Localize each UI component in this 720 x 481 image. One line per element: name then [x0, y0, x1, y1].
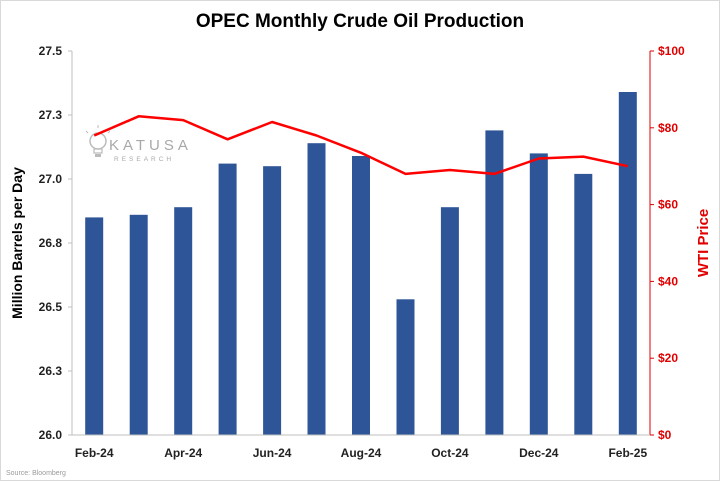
katusa-logo: KATUSA RESEARCH	[85, 125, 192, 163]
logo-sub: RESEARCH	[114, 156, 174, 163]
bar-apr-24	[174, 207, 193, 435]
bar-may-24	[218, 163, 237, 435]
y2-tick-label: $40	[658, 274, 678, 288]
y2-tick-label: $100	[658, 44, 685, 58]
y2-tick-label: $80	[658, 121, 678, 135]
bar-oct-24	[440, 207, 459, 435]
y-tick-label: 26.3	[39, 364, 63, 378]
y-tick-label: 27.5	[39, 44, 63, 58]
bar-aug-24	[352, 156, 370, 435]
y-tick-label: 26.5	[39, 300, 63, 314]
x-tick-label: Jun-24	[253, 446, 292, 460]
line-series	[93, 115, 629, 176]
bar-jun-24	[263, 166, 282, 435]
bar-series	[85, 92, 637, 435]
x-tick-label: Apr-24	[164, 446, 202, 460]
y2-tick-label: $20	[658, 351, 678, 365]
bar-jan-25	[574, 173, 593, 435]
bar-feb-24	[85, 217, 104, 435]
y2-tick-label: $60	[658, 198, 678, 212]
x-tick-label: Aug-24	[341, 446, 382, 460]
x-tick-label: Feb-24	[75, 446, 114, 460]
bar-mar-24	[129, 214, 148, 435]
y2-axis-title: WTI Price	[695, 209, 712, 277]
bar-dec-24	[529, 153, 548, 435]
bar-nov-24	[485, 130, 504, 435]
source-note: Source: Bloomberg	[6, 470, 66, 477]
bar-feb-25	[618, 92, 637, 435]
chart-title: OPEC Monthly Crude Oil Production	[196, 11, 524, 32]
right-axis-ticks: $0 $20 $40 $60 $80 $100	[650, 44, 685, 442]
left-axis-ticks: 26.0 26.3 26.5 26.8 27.0 27.3 27.5	[39, 44, 72, 442]
y-tick-label: 27.3	[39, 108, 63, 122]
y-axis-title: Million Barrels per Day	[9, 167, 25, 319]
y-tick-label: 27.0	[39, 172, 63, 186]
y2-tick-label: $0	[658, 428, 672, 442]
bar-jul-24	[307, 143, 326, 435]
x-tick-label: Dec-24	[519, 446, 559, 460]
x-axis-ticks: Feb-24 Apr-24 Jun-24 Aug-24 Oct-24 Dec-24 Feb-…	[75, 446, 648, 460]
x-tick-label: Feb-25	[608, 446, 647, 460]
logo-brand: KATUSA	[109, 137, 192, 154]
y-tick-label: 26.0	[39, 428, 63, 442]
x-tick-label: Oct-24	[431, 446, 469, 460]
bar-sep-24	[396, 299, 415, 435]
y-tick-label: 26.8	[39, 236, 63, 250]
